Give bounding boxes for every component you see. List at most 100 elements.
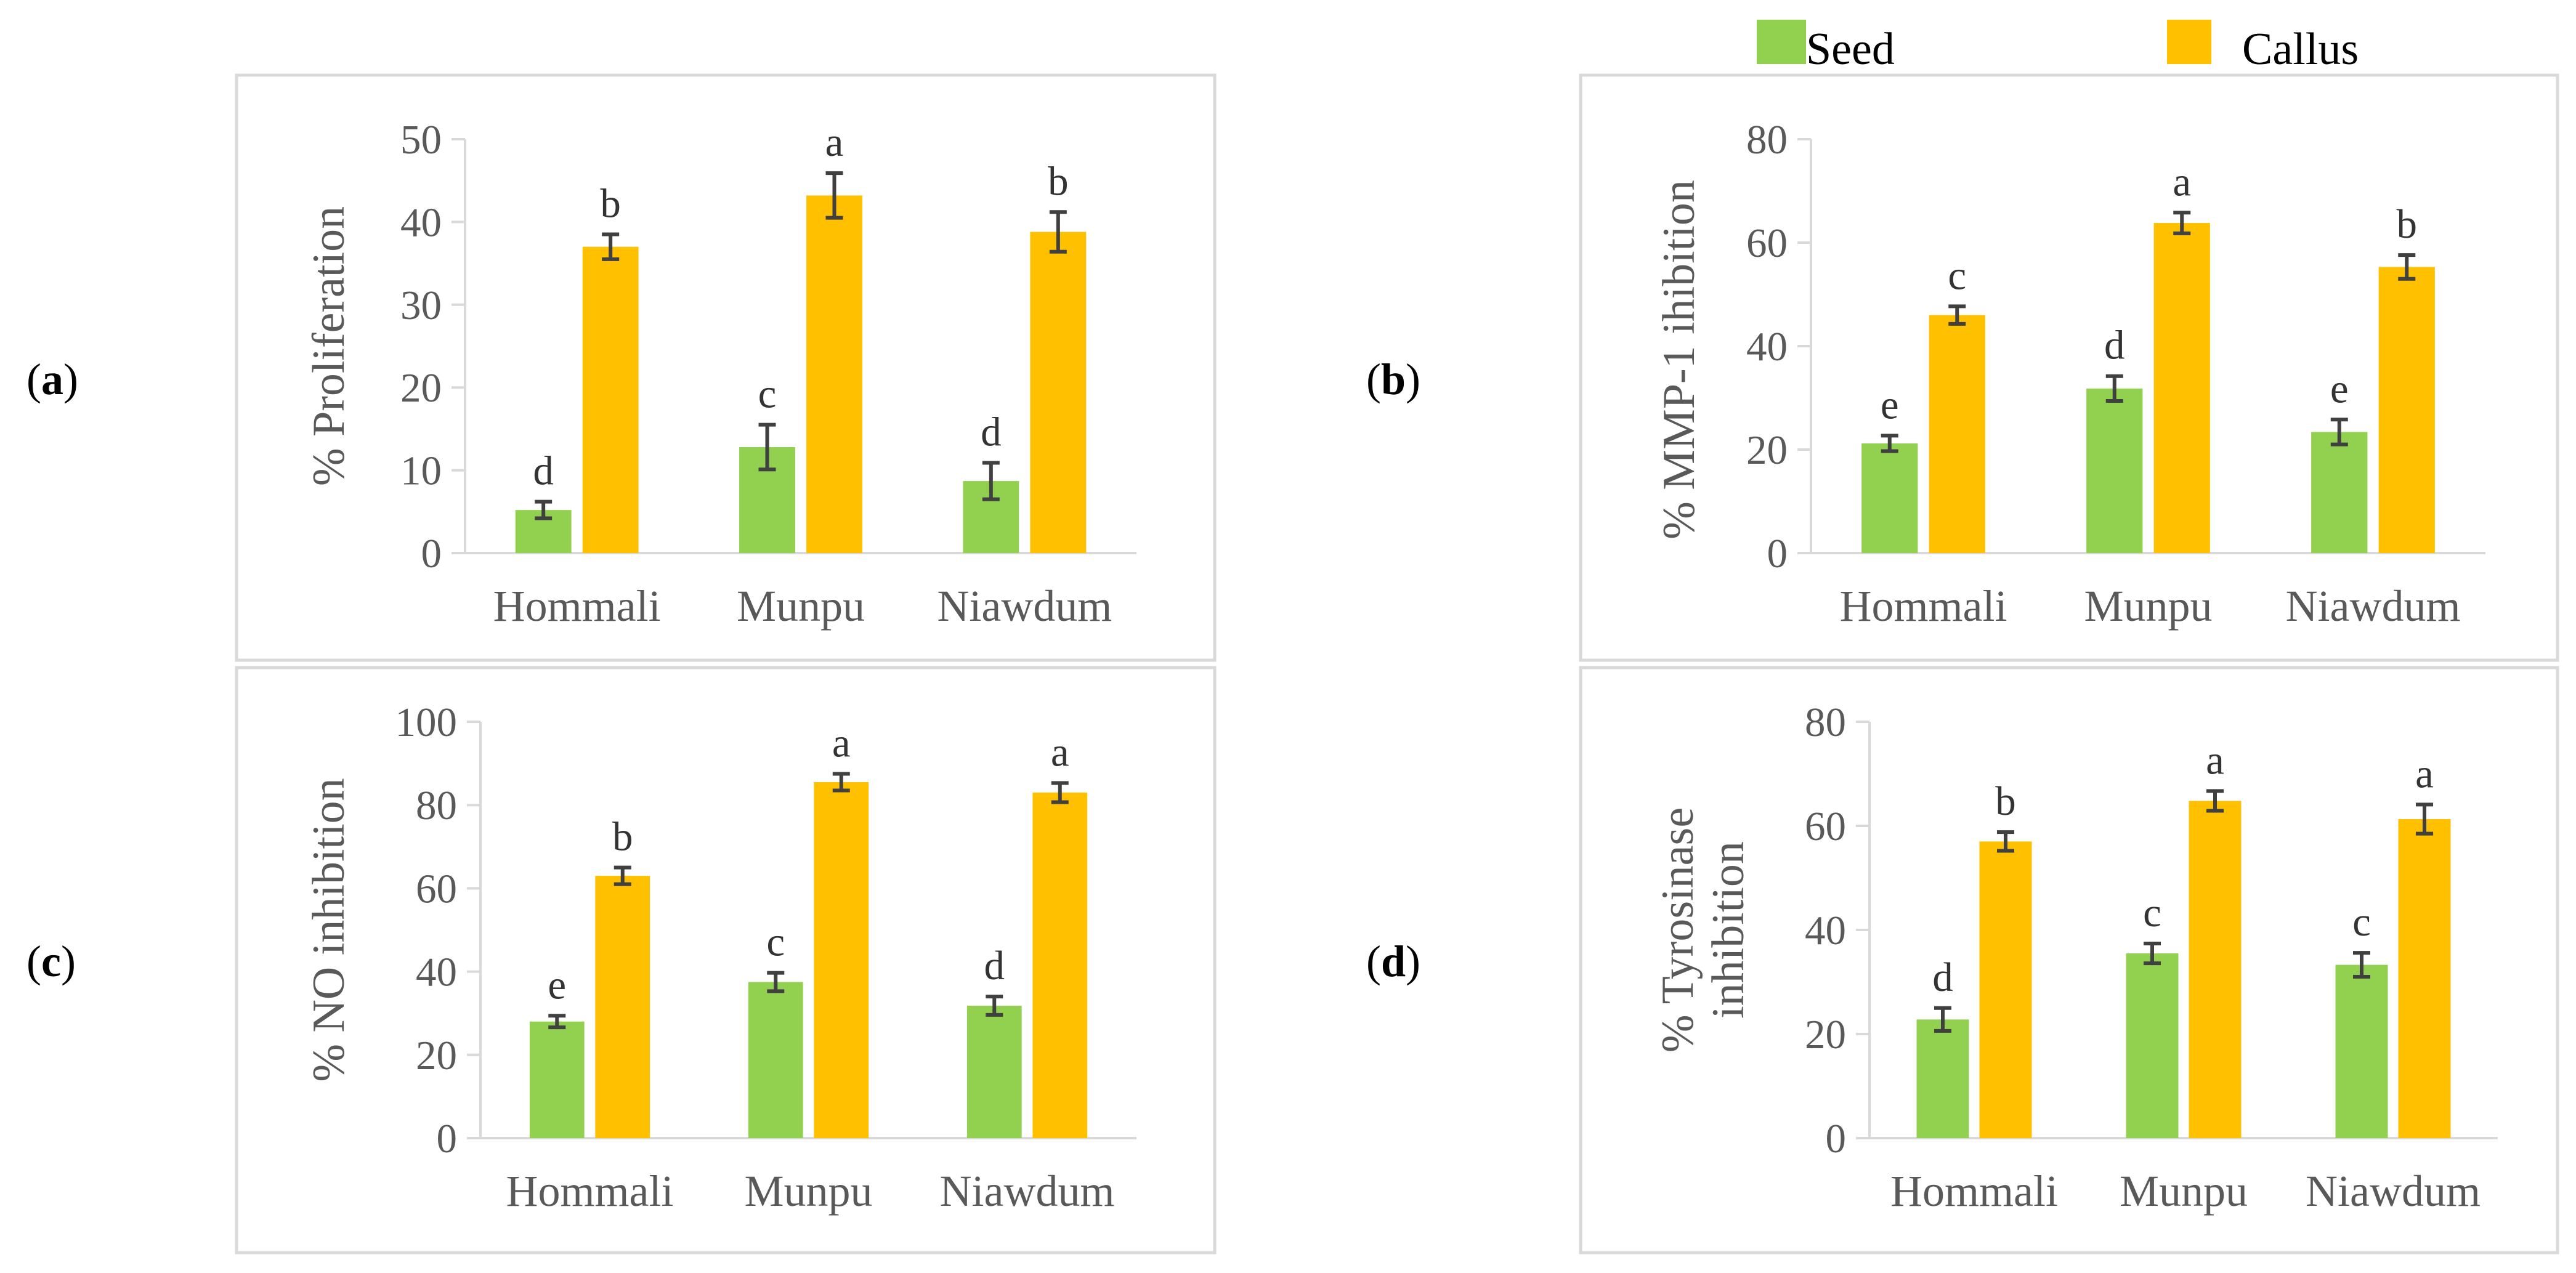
significance-letter: b: [1995, 778, 2016, 824]
legend-label-seed: Seed: [1806, 24, 1895, 75]
x-category-label: Niawdum: [940, 1166, 1115, 1216]
y-tick-label: 20: [416, 1033, 457, 1078]
error-bar: [548, 1014, 566, 1030]
error-bar: [986, 995, 1003, 1017]
error-bar: [1881, 434, 1898, 453]
error-bar: [2330, 418, 2348, 447]
x-category-label: Hommali: [506, 1166, 674, 1216]
significance-letter: b: [600, 181, 621, 227]
y-tick-label: 80: [1746, 117, 1788, 163]
significance-letter: a: [1051, 729, 1069, 775]
y-tick-label: 40: [416, 950, 457, 995]
y-tick-label: 0: [1826, 1116, 1847, 1162]
panel-c-frame: [235, 666, 1217, 1255]
bar-callus: [595, 876, 650, 1138]
bar-callus: [806, 195, 862, 554]
x-category-label: Hommali: [493, 581, 661, 631]
bar-callus: [2153, 223, 2210, 554]
bar-callus: [2378, 267, 2435, 553]
y-tick-label: 100: [395, 700, 458, 745]
error-bar: [2105, 374, 2123, 403]
significance-letter: c: [758, 371, 777, 417]
x-category-label: Niawdum: [2306, 1166, 2481, 1216]
legend-label-callus: Callus: [2242, 24, 2359, 75]
significance-letter: a: [2415, 751, 2434, 796]
bar-seed: [2086, 388, 2143, 553]
chart-tyrosinase-inhibition: 0 20 40 60 80 % Tyrosinaseinhibition Hommali d b…: [1653, 700, 2498, 1216]
error-bar: [758, 422, 776, 472]
significance-letter: b: [612, 814, 633, 860]
significance-letter: e: [1881, 382, 1899, 427]
significance-letter: b: [1048, 158, 1069, 204]
error-bar: [614, 865, 631, 886]
y-tick-label: 60: [1805, 804, 1846, 849]
y-tick-label: 80: [416, 783, 457, 828]
y-tick-label: 20: [1746, 427, 1788, 473]
error-bar: [825, 171, 843, 220]
bar-callus: [582, 246, 639, 553]
significance-letter: a: [825, 119, 844, 165]
error-bar: [2398, 253, 2416, 281]
y-tick-label: 30: [400, 283, 442, 328]
x-category-label: Niawdum: [937, 581, 1112, 631]
error-bar: [602, 232, 620, 261]
error-bar: [1948, 304, 1966, 326]
panel-a-frame: [235, 73, 1217, 662]
y-tick-label: 80: [1805, 700, 1846, 745]
bar-seed: [1916, 1019, 1969, 1138]
x-category-label: Munpu: [744, 1166, 872, 1216]
significance-letter: d: [984, 943, 1005, 988]
bar-seed: [529, 1021, 585, 1138]
panel-b-label: (b): [1366, 355, 1420, 404]
error-bar: [982, 461, 1000, 501]
panel-d-frame: [1579, 666, 2559, 1255]
significance-letter: c: [2143, 890, 2161, 936]
bar-seed: [966, 1006, 1022, 1138]
bar-seed: [748, 982, 803, 1138]
error-bar: [2144, 941, 2161, 966]
bar-seed: [1861, 443, 1918, 553]
legend-swatch-seed: [1757, 20, 1806, 64]
panel-d-label: (d): [1366, 937, 1420, 986]
y-tick-label: 50: [400, 117, 442, 163]
y-tick-label: 60: [1746, 220, 1788, 266]
y-axis-label: % Proliferation: [304, 206, 354, 486]
error-bar: [1934, 1006, 1951, 1033]
x-category-label: Munpu: [2120, 1166, 2248, 1216]
bar-callus: [2398, 819, 2451, 1138]
significance-letter: d: [981, 410, 1002, 455]
bar-callus: [2189, 801, 2242, 1138]
bar-seed: [2126, 953, 2179, 1138]
y-axis-label: % NO inhibition: [304, 778, 354, 1081]
x-category-label: Niawdum: [2286, 581, 2461, 631]
error-bar: [535, 499, 553, 520]
bar-callus: [1030, 232, 1087, 553]
bar-callus: [814, 782, 869, 1138]
significance-letter: b: [2397, 201, 2418, 247]
y-tick-label: 0: [1767, 531, 1788, 576]
significance-letter: d: [2104, 323, 2125, 368]
x-category-label: Munpu: [2084, 581, 2212, 631]
error-bar: [1051, 781, 1069, 804]
error-bar: [2416, 802, 2433, 836]
legend: Seed Callus: [1757, 20, 2359, 75]
bar-callus: [1032, 792, 1088, 1138]
y-axis-label: % Tyrosinaseinhibition: [1653, 807, 1754, 1053]
x-category-label: Hommali: [1840, 581, 2007, 631]
significance-letter: d: [533, 448, 554, 494]
error-bar: [767, 971, 785, 993]
chart-mmp1-inhibition: 0 20 40 60 80 % MMP-1 ihibition Hommali e c Munpu…: [1654, 117, 2485, 631]
error-bar: [1049, 210, 1067, 254]
y-axis-label: % MMP-1 ihibition: [1654, 180, 1704, 540]
y-tick-label: 0: [421, 531, 442, 576]
significance-letter: a: [2173, 159, 2191, 204]
error-bar: [1997, 830, 2014, 853]
panel-c-label: (c): [26, 937, 76, 986]
x-category-label: Hommali: [1890, 1166, 2058, 1216]
bar-callus: [1929, 315, 1985, 553]
error-bar: [2353, 951, 2370, 979]
bar-seed: [2335, 964, 2388, 1138]
significance-letter: a: [2206, 737, 2224, 783]
panel-a-label: (a): [26, 355, 78, 404]
